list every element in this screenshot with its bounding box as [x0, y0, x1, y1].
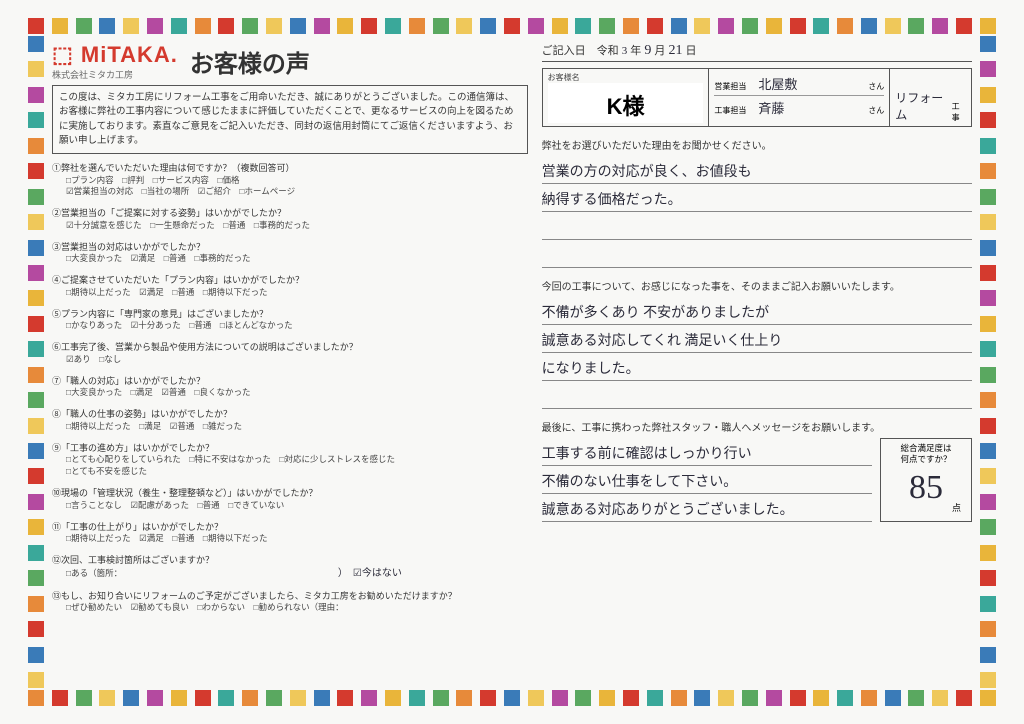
section1-answer: 営業の方の対応が良く、お値段も納得する価格だった。 [542, 156, 972, 268]
handwritten-line: 納得する価格だった。 [542, 184, 972, 212]
score-unit: 点 [952, 501, 961, 514]
score-value: 85 [909, 469, 943, 507]
question-13: ⑬もし、お知り合いにリフォームのご予定がございましたら、ミタカ工房をお勧めいただ… [52, 590, 528, 614]
question-12: ⑫次回、工事検討箇所はございますか？□ある（箇所：） ☑今はない [52, 554, 528, 581]
score-box: 総合満足度は 何点ですか？ 85 点 [880, 438, 972, 522]
question-2: ②営業担当の「ご提案に対する姿勢」はいかがでしたか？☑十分誠意を感じた □一生懸… [52, 207, 528, 231]
question-1: ①弊社を選んでいただいた理由は何ですか？（複数回答可）□プラン内容 □評判 □サ… [52, 162, 528, 198]
entry-date: ご記入日 令和 3 年 9 月 21 日 [542, 42, 972, 62]
customer-name-cell: お客様名 K様 [543, 69, 710, 126]
logo-subtitle: 株式会社ミタカ工房 [52, 68, 178, 81]
section3-answer: 工事する前に確認はしっかり行い不備のない仕事をして下さい。誠意ある対応ありがとう… [542, 438, 872, 522]
score-label: 総合満足度は 何点ですか？ [900, 443, 951, 465]
question-7: ⑦「職人の対応」はいかがでしたか？□大変良かった □満足 ☑普通 □良くなかった [52, 375, 528, 399]
handwritten-line [542, 212, 972, 240]
handwritten-line [542, 381, 972, 409]
page-title: お客様の声 [190, 44, 310, 79]
handwritten-line [542, 240, 972, 268]
left-panel: ⬚ MiTAKA. 株式会社ミタカ工房 お客様の声 この度は、ミタカ工房にリフォ… [52, 42, 528, 682]
company-logo: ⬚ MiTAKA. 株式会社ミタカ工房 [52, 42, 178, 81]
logo-text: ⬚ MiTAKA. [52, 42, 178, 68]
question-4: ④ご提案させていただいた「プラン内容」はいかがでしたか？□期待以上だった ☑満足… [52, 274, 528, 298]
staff-cell: 営業担当 北屋敷 さん 工事担当 斉藤 さん [709, 69, 890, 126]
customer-info-table: お客様名 K様 営業担当 北屋敷 さん 工事担当 斉藤 さん リフォーム 工事 [542, 68, 972, 127]
questionnaire: ①弊社を選んでいただいた理由は何ですか？（複数回答可）□プラン内容 □評判 □サ… [52, 162, 528, 623]
section2-answer: 不備が多くあり 不安がありましたが誠意ある対応してくれ 満足いく仕上りになりまし… [542, 297, 972, 409]
question-6: ⑥工事完了後、営業から製品や使用方法についての説明はございましたか？☑あり □な… [52, 341, 528, 365]
section3-label: 最後に、工事に携わった弊社スタッフ・職人へメッセージをお願いします。 [542, 419, 972, 434]
question-10: ⑩現場の「管理状況（養生・整理整頓など）」はいかがでしたか？□言うことなし ☑配… [52, 487, 528, 511]
question-11: ⑪「工事の仕上がり」はいかがでしたか？□期待以上だった ☑満足 □普通 □期待以… [52, 521, 528, 545]
handwritten-line: 営業の方の対応が良く、お値段も [542, 156, 972, 184]
question-5: ⑤プラン内容に「専門家の意見」はございましたか？□かなりあった ☑十分あった □… [52, 308, 528, 332]
handwritten-line: 不備が多くあり 不安がありましたが [542, 297, 972, 325]
question-3: ③営業担当の対応はいかがでしたか？□大変良かった ☑満足 □普通 □事務的だった [52, 241, 528, 265]
handwritten-line: 工事する前に確認はしっかり行い [542, 438, 872, 466]
right-panel: ご記入日 令和 3 年 9 月 21 日 お客様名 K様 営業担当 北屋敷 さん… [542, 42, 972, 682]
customer-name: K様 [548, 83, 704, 123]
question-9: ⑨「工事の進め方」はいかがでしたか？□とても心配りをしていられた □特に不安はな… [52, 442, 528, 478]
section2-label: 今回の工事について、お感じになった事を、そのままご記入お願いいたします。 [542, 278, 972, 293]
form-content: ⬚ MiTAKA. 株式会社ミタカ工房 お客様の声 この度は、ミタカ工房にリフォ… [52, 42, 972, 682]
work-type-cell: リフォーム 工事 [890, 69, 971, 126]
handwritten-line: になりました。 [542, 353, 972, 381]
question-8: ⑧「職人の仕事の姿勢」はいかがでしたか？□期待以上だった □満足 ☑普通 □雑だ… [52, 408, 528, 432]
intro-text: この度は、ミタカ工房にリフォーム工事をご用命いただき、誠にありがとうございました… [52, 85, 528, 154]
handwritten-line: 誠意ある対応してくれ 満足いく仕上り [542, 325, 972, 353]
handwritten-line: 不備のない仕事をして下さい。 [542, 466, 872, 494]
work-staff: 斉藤 [758, 98, 868, 117]
sales-staff: 北屋敷 [758, 74, 868, 93]
handwritten-line: 誠意ある対応ありがとうございました。 [542, 494, 872, 522]
section1-label: 弊社をお選びいただいた理由をお聞かせください。 [542, 137, 972, 152]
